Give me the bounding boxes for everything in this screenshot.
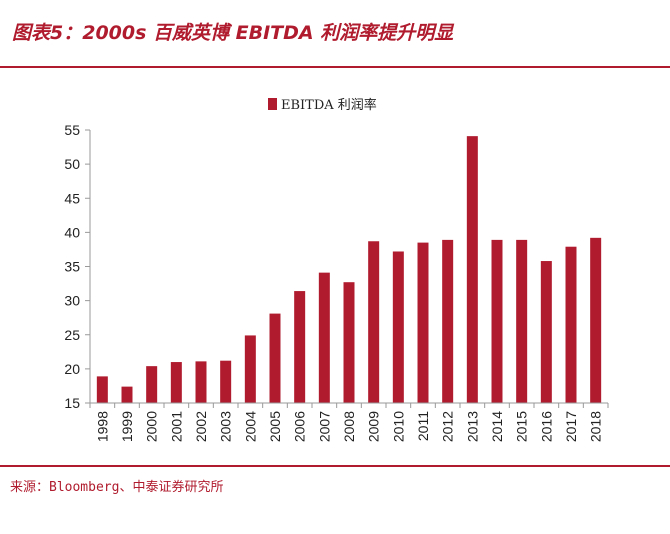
x-tick-label-2005: 2005 (267, 411, 283, 442)
title-divider (0, 66, 670, 68)
bar-2015 (516, 239, 528, 403)
bar-2003 (220, 360, 232, 403)
bar-2000 (146, 366, 158, 403)
bar-2004 (244, 335, 256, 403)
bar-2010 (392, 251, 404, 403)
y-tick-label: 15 (64, 395, 80, 411)
x-tick-label-2002: 2002 (193, 411, 209, 442)
bar-2014 (491, 239, 503, 403)
bar-2013 (466, 136, 478, 403)
x-tick-label-2008: 2008 (341, 411, 357, 442)
bar-2011 (417, 242, 429, 403)
x-tick-label-2015: 2015 (514, 411, 530, 442)
legend-swatch (268, 98, 277, 110)
y-tick-label: 50 (64, 156, 80, 172)
x-tick-label-2007: 2007 (316, 411, 332, 442)
x-tick-label-2009: 2009 (366, 411, 382, 442)
legend-label: EBITDA 利润率 (281, 97, 377, 113)
footer-divider (0, 465, 670, 467)
y-tick-label: 45 (64, 190, 80, 206)
bar-1998 (96, 376, 108, 403)
y-tick-label: 20 (64, 361, 80, 377)
x-tick-label-2000: 2000 (144, 411, 160, 442)
bar-2018 (590, 237, 602, 403)
y-tick-label: 55 (64, 122, 80, 138)
bar-2006 (294, 291, 306, 403)
x-tick-label-1998: 1998 (94, 411, 110, 442)
bar-2012 (442, 239, 454, 403)
bar-2016 (540, 261, 552, 403)
x-axis: 1998 1999 2000 2001 2002 2003 2004 2005 2006 2007… (89, 403, 609, 442)
x-tick-label-2018: 2018 (588, 411, 604, 442)
x-tick-label-2003: 2003 (218, 411, 234, 442)
source-note: 来源：Bloomberg、中泰证券研究所 (10, 480, 224, 495)
bar-2001 (170, 362, 182, 403)
y-tick-label: 35 (64, 259, 80, 275)
y-axis: 15 20 25 30 35 40 45 50 55 (64, 122, 90, 411)
bars (96, 136, 602, 403)
figure-title: 图表5：2000s 百威英博 EBITDA 利润率提升明显 (12, 22, 454, 44)
bar-1999 (121, 386, 133, 403)
x-tick-label-2012: 2012 (440, 411, 456, 442)
x-tick-label-2014: 2014 (489, 411, 505, 442)
x-tick-label-2010: 2010 (390, 411, 406, 442)
chart-legend: EBITDA 利润率 (268, 97, 377, 113)
x-tick-label-2013: 2013 (464, 411, 480, 442)
y-tick-label: 30 (64, 293, 80, 309)
bar-2017 (565, 246, 577, 403)
x-tick-label-2011: 2011 (415, 411, 431, 441)
bar-2002 (195, 361, 207, 403)
x-tick-label-2017: 2017 (563, 411, 579, 442)
bar-2005 (269, 313, 281, 403)
x-tick-label-2016: 2016 (538, 411, 554, 442)
x-tick-label-2006: 2006 (292, 411, 308, 442)
bar-2009 (368, 241, 380, 403)
bar-2008 (343, 282, 355, 403)
bar-2007 (318, 272, 330, 403)
x-tick-label-2004: 2004 (242, 411, 258, 442)
y-tick-label: 40 (64, 224, 80, 240)
x-tick-label-2001: 2001 (168, 411, 184, 442)
y-tick-label: 25 (64, 327, 80, 343)
x-tick-label-1999: 1999 (119, 411, 135, 442)
